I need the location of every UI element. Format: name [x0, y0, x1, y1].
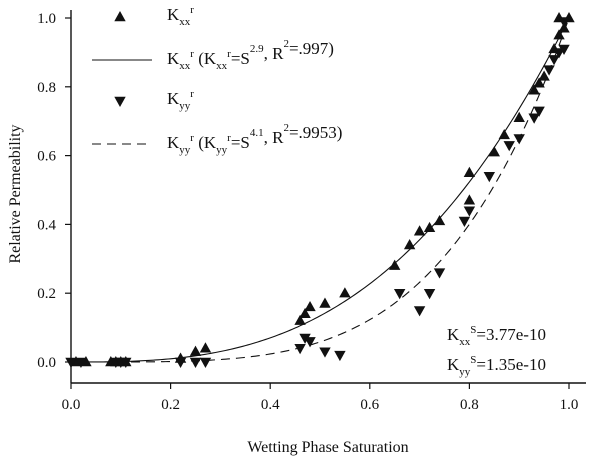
- annotation-block: KxxS=3.77e-10 KyyS=1.35e-10: [447, 324, 546, 378]
- kyy-point: [543, 65, 555, 76]
- kyy-point: [503, 141, 515, 152]
- kxx-point: [433, 214, 446, 226]
- kyy-point: [513, 134, 525, 145]
- kyy-point: [558, 44, 570, 55]
- kxx-point: [413, 225, 426, 236]
- kxx-point: [304, 300, 316, 312]
- kyy-point: [319, 347, 331, 358]
- x-tick-label: 0.0: [62, 397, 81, 413]
- kyy-point: [558, 17, 570, 28]
- kyy-point: [199, 357, 212, 368]
- kyy-point: [458, 216, 471, 227]
- kxx-point: [299, 307, 311, 319]
- kyy-point: [304, 337, 316, 348]
- x-tick-label: 0.8: [460, 397, 479, 413]
- kxx-point: [319, 297, 331, 308]
- kxx-point: [498, 128, 510, 140]
- kyy_points-legend-marker: [114, 96, 126, 107]
- kxx-fit-line: [71, 17, 570, 363]
- kxx-point: [533, 77, 545, 88]
- annotation-kyy: KyyS=1.35e-10: [447, 354, 546, 378]
- kyy_points-legend-label: Kyyr: [167, 88, 194, 112]
- kyy-point: [65, 357, 77, 368]
- x-tick-label: 0.2: [161, 397, 180, 413]
- kyy-point: [483, 172, 496, 183]
- kyy-point: [174, 357, 187, 368]
- kxx-point: [403, 239, 416, 250]
- kxx-point: [389, 259, 401, 270]
- legend: Kxxr Kxxr (Kxxr=S2.9, R2=.997) Kyyr Kyyr (K…: [92, 4, 342, 156]
- plot-frame: [70, 10, 586, 384]
- kyy-point: [393, 289, 406, 300]
- y-axis-ticks: 0.0 0.2 0.4 0.6 0.8 1.0: [37, 11, 71, 371]
- y-axis-title: Relative Permeability: [7, 124, 24, 263]
- kyy-point: [433, 268, 446, 279]
- kxx-point: [189, 345, 202, 356]
- kyy-fit-line: [71, 17, 570, 363]
- kxx-point: [339, 287, 351, 298]
- kyy-point: [528, 113, 540, 124]
- kxx-point: [513, 111, 525, 122]
- kyy-point: [413, 306, 426, 317]
- kxx-point: [294, 314, 306, 325]
- x-tick-label: 0.6: [360, 397, 379, 413]
- y-tick-label: 0.6: [37, 149, 56, 165]
- kyy_fit-legend-label: Kyyr (Kyyr=S4.1, R2=.9953): [167, 122, 342, 156]
- kxx_fit-legend-label: Kxxr (Kxxr=S2.9, R2=.997): [167, 38, 334, 72]
- kxx-point: [538, 70, 550, 81]
- kxx-point: [553, 29, 565, 40]
- kyy-point: [533, 106, 545, 117]
- x-tick-label: 0.4: [261, 397, 280, 413]
- annotation-kxx: KxxS=3.77e-10: [447, 324, 546, 348]
- kxx-point: [199, 342, 212, 353]
- kyy-point: [548, 55, 560, 66]
- kxx-point: [488, 146, 500, 157]
- y-tick-label: 0.8: [37, 80, 56, 96]
- y-tick-label: 0.0: [37, 355, 56, 371]
- kyy-point: [299, 333, 311, 344]
- y-tick-label: 0.4: [37, 217, 56, 233]
- x-tick-label: 1.0: [560, 397, 579, 413]
- kxx-point: [463, 166, 476, 177]
- data-markers: [65, 12, 575, 368]
- kxx-point: [528, 84, 540, 95]
- fit-lines: [71, 17, 570, 363]
- kxx_points-legend-marker: [114, 11, 126, 22]
- kyy-point: [75, 357, 87, 368]
- x-axis-ticks: 0.0 0.2 0.4 0.6 0.8 1.0: [62, 383, 579, 413]
- y-tick-label: 1.0: [37, 11, 56, 27]
- kyy-point: [463, 206, 476, 217]
- kxx-point: [463, 194, 476, 205]
- kxx-point: [423, 221, 436, 233]
- kyy-point: [120, 357, 132, 368]
- y-tick-label: 0.2: [37, 286, 56, 302]
- kyy-point: [334, 350, 346, 362]
- kxx_points-legend-label: Kxxr: [167, 4, 194, 28]
- kyy-point: [189, 357, 202, 368]
- kyy-point: [423, 289, 436, 300]
- x-axis-title: Wetting Phase Saturation: [247, 439, 408, 456]
- kyy-point: [294, 344, 306, 355]
